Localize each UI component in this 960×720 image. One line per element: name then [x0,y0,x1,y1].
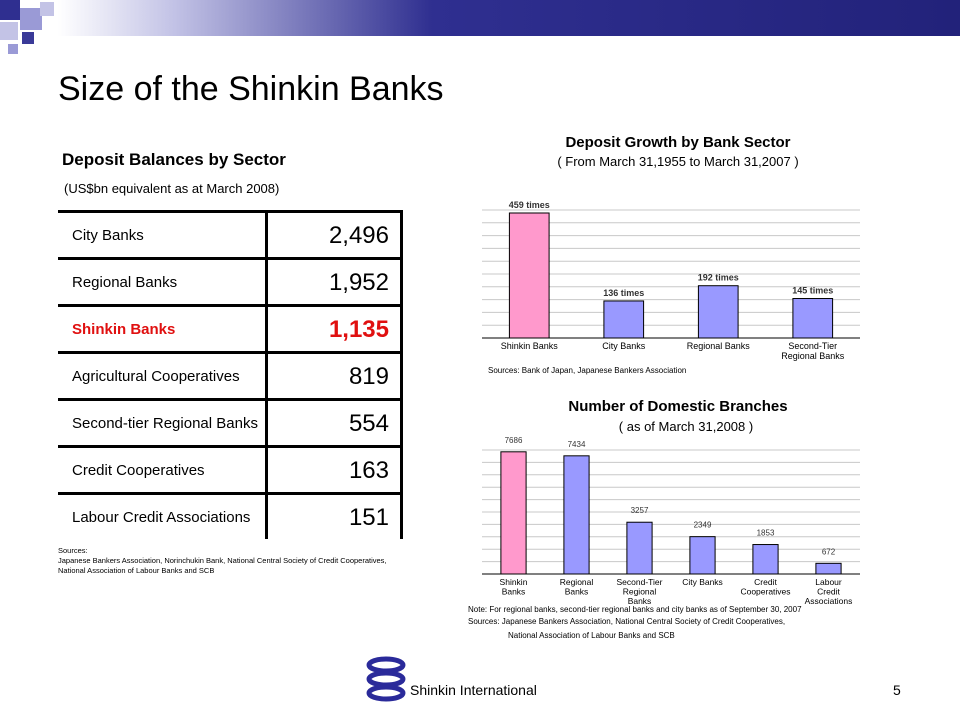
category-label: Credit Cooperatives [740,577,790,597]
row-label: Labour Credit Associations [72,509,251,526]
table-row: Labour Credit Associations 151 [58,494,403,541]
table-row: City Banks 2,496 [58,212,403,259]
bar [815,562,842,575]
data-label: 136 times [603,288,644,298]
table-row: Second-tier Regional Banks 554 [58,400,403,447]
category-label: Shinkin Banks [501,341,559,351]
table-column-divider [265,210,268,539]
bar [689,536,716,575]
data-label: 145 times [792,286,833,296]
header-square-decoration [0,22,18,40]
bar [603,300,645,339]
header-square-decoration [0,0,20,20]
data-label: 459 times [509,200,550,210]
table-divider [58,492,403,495]
deposit-growth-chart: 459 times Shinkin Banks 136 times City Bank… [482,200,860,361]
branches-chart-sources-line1: Sources: Japanese Bankers Association, N… [468,617,786,626]
table-row: Agricultural Cooperatives 819 [58,353,403,400]
table-divider [58,445,403,448]
data-label: 3257 [631,506,649,515]
sources-label: Sources: [58,546,88,555]
growth-chart-sources: Sources: Bank of Japan, Japanese Bankers… [488,366,687,375]
sources-text: Japanese Bankers Association, Norinchuki… [58,556,387,575]
bar [752,544,779,575]
branches-chart-note: Note: For regional banks, second-tier re… [468,605,802,614]
growth-chart-title: Deposit Growth by Bank Sector [565,134,791,151]
shinkin-logo-icon [366,656,406,702]
row-value: 819 [348,362,389,390]
data-label: 2349 [694,521,712,530]
header-square-decoration [22,32,34,44]
bar [508,212,550,339]
table-divider [58,304,403,307]
row-value: 163 [348,456,389,484]
table-divider [58,351,403,354]
category-label: City Banks [602,341,646,351]
row-label: Regional Banks [72,274,178,291]
header-square-decoration [8,44,18,54]
table-right-border [400,210,403,539]
deposit-table-heading: Deposit Balances by Sector [62,150,286,169]
data-label: 7686 [505,436,523,445]
slide-title: Size of the Shinkin Banks [58,70,444,108]
row-value: 554 [348,409,389,437]
deposit-balances-table: City Banks 2,496 Regional Banks 1,952 Sh… [58,210,403,540]
data-label: 192 times [698,273,739,283]
category-label: Regional Banks [687,341,751,351]
row-label: Agricultural Cooperatives [72,368,240,385]
branches-chart-title: Number of Domestic Branches [568,398,788,415]
deposit-table-sources: Sources: Japanese Bankers Association, N… [58,546,388,576]
data-label: 1853 [757,529,775,538]
row-label: City Banks [72,227,144,244]
data-label: 7434 [568,440,586,449]
branches-chart-sources-line2: National Association of Labour Banks and… [508,631,675,640]
category-label: City Banks [682,577,723,587]
row-label: Second-tier Regional Banks [72,415,258,432]
bar [792,298,834,339]
branches-chart-subtitle: ( as of March 31,2008 ) [618,419,754,434]
category-label: Shinkin Banks [500,577,528,597]
header-square-decoration [40,2,54,16]
bar [697,285,739,339]
bar [626,521,653,575]
table-divider [58,210,403,213]
row-value: 1,952 [328,268,389,296]
category-label: Labour Credit Associations [805,577,853,606]
table-divider [58,257,403,260]
bar [500,451,527,575]
row-value: 2,496 [328,221,389,249]
table-row-highlight: Shinkin Banks 1,135 [58,306,403,353]
domestic-branches-chart: 7686 Shinkin Banks 7434 Regional Banks 3257 Sec… [482,436,860,606]
category-label: Second-Tier Regional Banks [617,577,663,606]
row-label: Shinkin Banks [72,321,176,338]
growth-chart-subtitle: ( From March 31,1955 to March 31,2007 ) [557,154,799,169]
data-label: 672 [822,547,836,556]
bar [563,455,590,575]
page-number: 5 [893,682,901,698]
table-divider [58,398,403,401]
table-row: Regional Banks 1,952 [58,259,403,306]
header-square-decoration [20,8,42,30]
row-label: Credit Cooperatives [72,462,205,479]
footer-company-name: Shinkin International [410,682,537,698]
header-gradient-bar [0,0,960,36]
category-label: Regional Banks [560,577,594,597]
category-label: Second-Tier Regional Banks [781,341,845,361]
row-value: 151 [348,503,389,531]
table-row: Credit Cooperatives 163 [58,447,403,494]
deposit-table-unit: (US$bn equivalent as at March 2008) [64,181,280,196]
row-value: 1,135 [328,315,389,343]
